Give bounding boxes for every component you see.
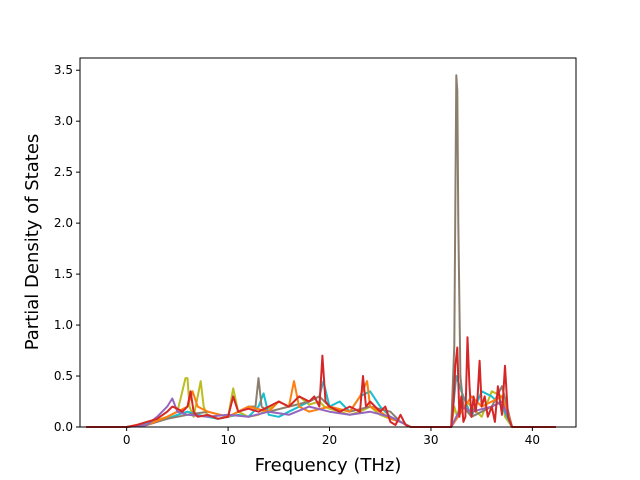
series-line-4 bbox=[86, 397, 556, 428]
x-axis-ticks: 0 10 20 30 40 bbox=[123, 427, 540, 447]
y-tick-label: 0.0 bbox=[54, 420, 73, 434]
y-tick-label: 0.5 bbox=[54, 369, 73, 383]
x-tick-label: 20 bbox=[322, 433, 337, 447]
y-tick-label: 2.0 bbox=[54, 216, 73, 230]
x-axis-label: Frequency (THz) bbox=[255, 455, 402, 476]
y-tick-label: 3.5 bbox=[54, 63, 73, 77]
y-axis-label: Partial Density of States bbox=[22, 134, 43, 351]
x-tick-label: 0 bbox=[123, 433, 131, 447]
series-line-5 bbox=[86, 336, 556, 428]
y-tick-label: 1.5 bbox=[54, 267, 73, 281]
x-tick-label: 10 bbox=[220, 433, 235, 447]
x-tick-label: 30 bbox=[423, 433, 438, 447]
y-axis-ticks: 0.0 0.5 1.0 1.5 2.0 2.5 3.0 3.5 bbox=[54, 63, 80, 434]
y-tick-label: 3.0 bbox=[54, 114, 73, 128]
axes-frame bbox=[79, 57, 577, 428]
y-tick-label: 2.5 bbox=[54, 165, 73, 179]
y-tick-label: 1.0 bbox=[54, 318, 73, 332]
plot-area bbox=[86, 74, 556, 428]
x-tick-label: 40 bbox=[525, 433, 540, 447]
